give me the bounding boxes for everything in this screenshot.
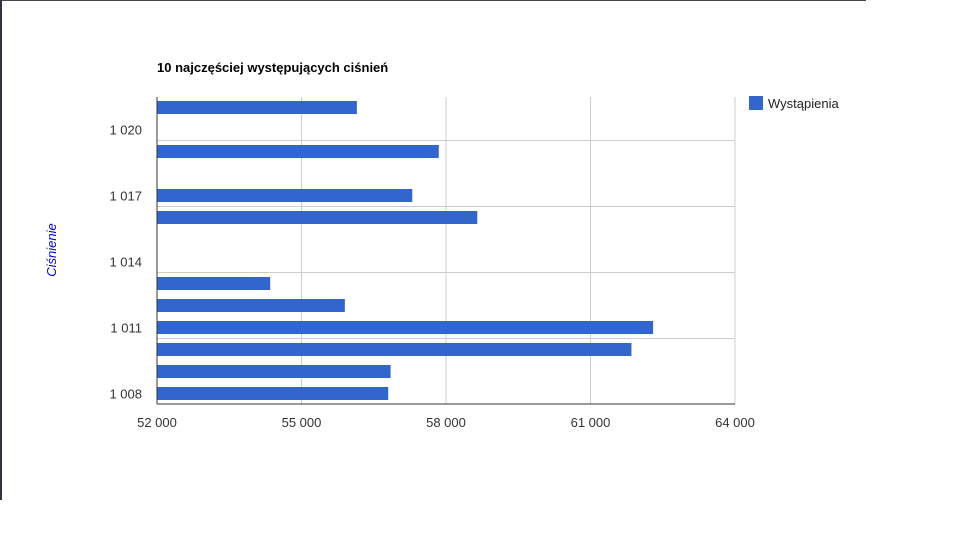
bars [157, 101, 654, 400]
y-tick-label: 1 008 [109, 387, 142, 402]
window-top-border [0, 0, 866, 1]
window-left-border [0, 0, 2, 500]
x-tick-label: 64 000 [715, 415, 755, 430]
x-tick-label: 52 000 [137, 415, 177, 430]
bar[interactable] [157, 189, 413, 202]
bar[interactable] [157, 211, 478, 224]
bar[interactable] [157, 299, 345, 312]
grid-lines [156, 97, 736, 404]
y-tick-label: 1 011 [110, 321, 142, 336]
y-tick-label: 1 014 [109, 255, 142, 270]
legend[interactable]: Wystąpienia [749, 96, 839, 111]
legend-label: Wystąpienia [768, 96, 839, 111]
bar[interactable] [157, 101, 357, 114]
x-tick-labels: 52 000 55 000 58 000 61 000 64 000 [137, 415, 755, 430]
y-tick-label: 1 017 [109, 189, 142, 204]
bar[interactable] [157, 145, 439, 158]
y-tick-label: 1 020 [109, 123, 142, 138]
y-tick-labels: 1 020 1 017 1 014 1 011 1 008 [109, 123, 142, 402]
bar[interactable] [157, 277, 271, 290]
bar[interactable] [157, 321, 654, 334]
bar[interactable] [157, 343, 632, 356]
chart-title: 10 najczęściej występujących ciśnień [157, 60, 388, 75]
x-tick-label: 61 000 [571, 415, 611, 430]
x-tick-label: 58 000 [426, 415, 466, 430]
bar[interactable] [157, 365, 391, 378]
legend-swatch [749, 96, 763, 110]
x-tick-label: 55 000 [282, 415, 322, 430]
y-axis-title: Ciśnienie [44, 223, 59, 276]
bar[interactable] [157, 387, 389, 400]
